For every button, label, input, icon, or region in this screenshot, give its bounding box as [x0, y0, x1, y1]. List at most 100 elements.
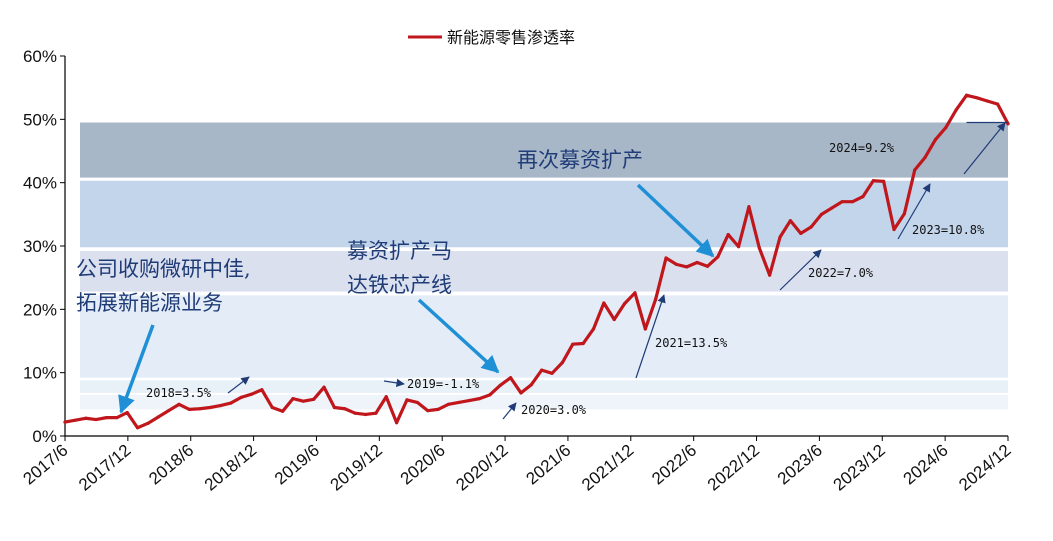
- data-point: [63, 420, 67, 424]
- annotation-2023-arrow: [897, 183, 931, 240]
- data-point: [249, 392, 254, 396]
- annotation-2018: 2018=3.5%: [146, 386, 212, 400]
- data-point: [933, 138, 938, 142]
- data-point: [902, 212, 906, 216]
- annotation-2021: 2021=13.5%: [655, 336, 728, 350]
- callout-motor-core-line1: 募资扩产马: [347, 239, 452, 263]
- y-tick-label: 10%: [23, 364, 57, 383]
- y-tick-label: 60%: [23, 47, 57, 66]
- x-tick-label: 2024/6: [900, 441, 952, 489]
- data-point: [830, 206, 834, 210]
- data-point: [374, 411, 378, 415]
- data-point: [94, 417, 98, 422]
- data-point: [591, 327, 596, 331]
- annotation-2018-arrow: [227, 376, 250, 394]
- data-point: [488, 393, 492, 397]
- series-layer: [63, 93, 1010, 430]
- data-point: [477, 397, 482, 401]
- x-tick-label: 2023/6: [774, 441, 826, 489]
- data-point: [882, 179, 886, 183]
- data-point: [363, 412, 368, 417]
- callout-expand-again-arrow: [636, 183, 715, 258]
- annotation-2021-arrow: [635, 294, 666, 379]
- x-tick-label: 2018/12: [201, 441, 260, 495]
- data-point: [384, 395, 388, 399]
- data-point: [405, 398, 409, 402]
- data-point: [281, 409, 285, 413]
- data-point: [726, 233, 730, 237]
- annotation-2024-arrow: [963, 122, 1006, 175]
- data-point: [602, 301, 606, 305]
- data-point: [426, 409, 430, 413]
- annotation-2020: 2020=3.0%: [521, 403, 587, 417]
- y-tick-label: 50%: [23, 110, 57, 129]
- data-point: [270, 405, 274, 410]
- data-point: [747, 205, 751, 209]
- data-point: [612, 317, 616, 322]
- data-point: [529, 383, 533, 387]
- data-point: [954, 108, 958, 112]
- data-point: [861, 195, 865, 199]
- data-point: [508, 376, 513, 380]
- data-point: [218, 404, 223, 408]
- background-bands: [80, 122, 1008, 410]
- data-point: [892, 227, 896, 232]
- x-tick-label: 2021/12: [578, 441, 637, 495]
- x-tick-label: 2021/6: [522, 441, 574, 489]
- data-point: [229, 401, 233, 405]
- band-1: [80, 180, 1008, 248]
- data-point: [104, 416, 109, 420]
- data-point: [622, 302, 627, 306]
- data-point: [913, 168, 917, 172]
- data-point: [975, 96, 979, 100]
- callout-acquisition-line2: 拓展新能源业务: [76, 291, 223, 315]
- data-point: [146, 421, 150, 425]
- y-tick-label: 20%: [23, 300, 57, 319]
- data-point: [788, 219, 792, 223]
- annotation-2022: 2022=7.0%: [808, 266, 874, 280]
- annotations: 2018=3.5% 2019=-1.1% 2020=3.0% 2021=13.5…: [146, 122, 1006, 420]
- data-point: [996, 102, 1000, 106]
- data-point: [115, 416, 119, 420]
- data-point: [260, 388, 264, 392]
- data-point: [695, 260, 699, 265]
- data-point: [654, 297, 658, 301]
- data-point: [571, 342, 575, 346]
- data-point: [716, 255, 720, 259]
- x-tick-label: 2022/6: [648, 441, 700, 489]
- data-point: [819, 212, 824, 216]
- callout-acquisition-line1: 公司收购微研中佳,: [76, 257, 251, 281]
- data-point: [312, 397, 316, 401]
- data-point: [581, 341, 585, 346]
- x-tick-label: 2024/12: [955, 441, 1014, 495]
- x-tick-label: 2019/12: [327, 441, 386, 495]
- x-tick-label: 2023/12: [830, 441, 889, 495]
- x-tick-label: 2018/6: [145, 441, 197, 489]
- x-tick-label: 2017/12: [75, 441, 134, 495]
- data-point: [239, 395, 243, 399]
- data-point: [923, 155, 927, 159]
- data-point: [985, 99, 989, 103]
- data-point: [322, 385, 326, 389]
- data-point: [198, 407, 202, 411]
- data-point: [125, 410, 129, 415]
- data-point: [395, 421, 399, 425]
- x-tick-label: 2020/12: [452, 441, 511, 495]
- data-point: [498, 383, 502, 387]
- series-line-0: [63, 93, 1010, 430]
- annotation-2022-arrow: [779, 249, 822, 291]
- y-tick-label: 0%: [32, 427, 57, 446]
- data-point: [705, 264, 710, 268]
- data-point: [664, 256, 668, 260]
- data-point: [799, 231, 803, 235]
- annotation-2019-arrow: [383, 378, 405, 388]
- annotation-2024: 2024=9.2%: [829, 141, 895, 155]
- data-point: [850, 200, 855, 204]
- x-tick-label: 2017/6: [20, 441, 72, 489]
- data-point: [778, 235, 782, 239]
- legend: 新能源零售渗透率: [408, 28, 575, 47]
- band-3: [80, 295, 1008, 378]
- data-point: [167, 409, 171, 413]
- legend-label: 新能源零售渗透率: [447, 28, 575, 47]
